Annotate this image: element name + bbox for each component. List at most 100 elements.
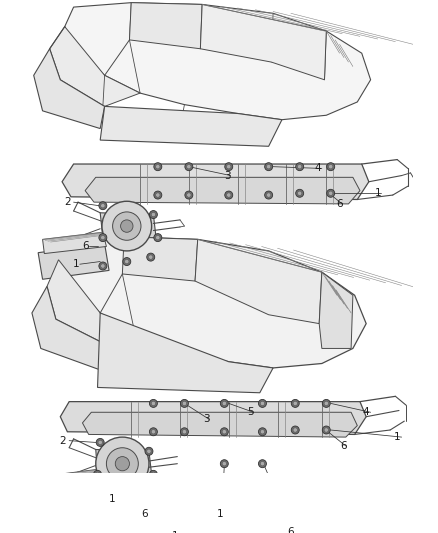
Circle shape <box>180 428 188 436</box>
Circle shape <box>155 236 160 240</box>
Text: 4: 4 <box>314 164 321 173</box>
Circle shape <box>260 430 265 434</box>
Circle shape <box>296 189 304 197</box>
Circle shape <box>222 401 226 406</box>
Circle shape <box>226 165 231 169</box>
Circle shape <box>106 448 138 480</box>
Circle shape <box>102 201 152 251</box>
Polygon shape <box>32 286 131 378</box>
Circle shape <box>328 191 333 196</box>
Circle shape <box>154 163 162 171</box>
Circle shape <box>120 220 133 232</box>
Circle shape <box>96 439 104 447</box>
Circle shape <box>322 399 330 407</box>
Circle shape <box>182 401 187 406</box>
Circle shape <box>266 193 271 197</box>
Polygon shape <box>100 213 156 238</box>
Circle shape <box>101 236 105 240</box>
Circle shape <box>154 233 162 241</box>
Circle shape <box>226 193 231 197</box>
Text: 6: 6 <box>341 441 347 451</box>
Circle shape <box>258 459 266 467</box>
Polygon shape <box>100 107 282 146</box>
Circle shape <box>155 193 160 197</box>
Circle shape <box>95 472 100 477</box>
Circle shape <box>149 470 157 478</box>
Circle shape <box>148 255 153 260</box>
Text: 3: 3 <box>224 171 230 181</box>
Circle shape <box>265 163 272 171</box>
Circle shape <box>180 399 188 407</box>
Circle shape <box>147 253 155 261</box>
Circle shape <box>151 430 155 434</box>
Text: 2: 2 <box>59 435 65 446</box>
Text: 5: 5 <box>247 407 254 417</box>
Circle shape <box>113 212 141 240</box>
Circle shape <box>120 497 124 502</box>
Circle shape <box>147 492 151 497</box>
Text: 6: 6 <box>82 241 88 252</box>
Circle shape <box>328 165 333 169</box>
Text: 6: 6 <box>336 199 343 209</box>
Text: 6: 6 <box>287 527 294 533</box>
Polygon shape <box>96 449 152 474</box>
Circle shape <box>327 163 335 171</box>
Polygon shape <box>319 272 353 349</box>
Circle shape <box>99 201 107 209</box>
Circle shape <box>327 189 335 197</box>
Circle shape <box>149 399 157 407</box>
Circle shape <box>225 191 233 199</box>
Circle shape <box>291 399 299 407</box>
Circle shape <box>220 399 228 407</box>
Circle shape <box>222 430 226 434</box>
Polygon shape <box>42 232 106 254</box>
Circle shape <box>291 426 299 434</box>
Circle shape <box>94 499 102 507</box>
Polygon shape <box>49 27 140 107</box>
Circle shape <box>101 204 105 208</box>
Circle shape <box>297 191 302 196</box>
Circle shape <box>324 401 328 406</box>
Circle shape <box>222 462 226 466</box>
Polygon shape <box>59 237 366 368</box>
Circle shape <box>145 491 153 499</box>
Circle shape <box>124 260 129 264</box>
Circle shape <box>265 191 272 199</box>
Polygon shape <box>85 177 360 204</box>
Circle shape <box>115 457 130 471</box>
Circle shape <box>258 399 266 407</box>
Polygon shape <box>195 239 322 324</box>
Circle shape <box>123 257 131 265</box>
Text: 1: 1 <box>172 531 179 533</box>
Text: 1: 1 <box>216 509 223 519</box>
Circle shape <box>187 193 191 197</box>
Polygon shape <box>130 3 202 49</box>
Circle shape <box>94 470 102 478</box>
Text: 4: 4 <box>363 407 370 417</box>
Circle shape <box>260 462 265 466</box>
Circle shape <box>293 401 297 406</box>
Circle shape <box>187 165 191 169</box>
Text: 1: 1 <box>374 188 381 198</box>
Circle shape <box>154 191 162 199</box>
Circle shape <box>220 428 228 436</box>
Polygon shape <box>60 402 366 434</box>
Circle shape <box>99 233 107 241</box>
Circle shape <box>101 264 105 268</box>
Circle shape <box>260 401 265 406</box>
Polygon shape <box>38 244 109 279</box>
Polygon shape <box>200 4 326 80</box>
Text: 6: 6 <box>141 509 148 519</box>
Text: 2: 2 <box>64 197 71 207</box>
Circle shape <box>99 262 107 270</box>
Circle shape <box>95 500 100 505</box>
Circle shape <box>155 165 160 169</box>
Circle shape <box>149 211 157 219</box>
Circle shape <box>151 401 155 406</box>
Circle shape <box>296 163 304 171</box>
Circle shape <box>182 430 187 434</box>
Circle shape <box>266 165 271 169</box>
Circle shape <box>145 447 153 455</box>
Polygon shape <box>38 469 105 490</box>
Polygon shape <box>34 49 105 128</box>
